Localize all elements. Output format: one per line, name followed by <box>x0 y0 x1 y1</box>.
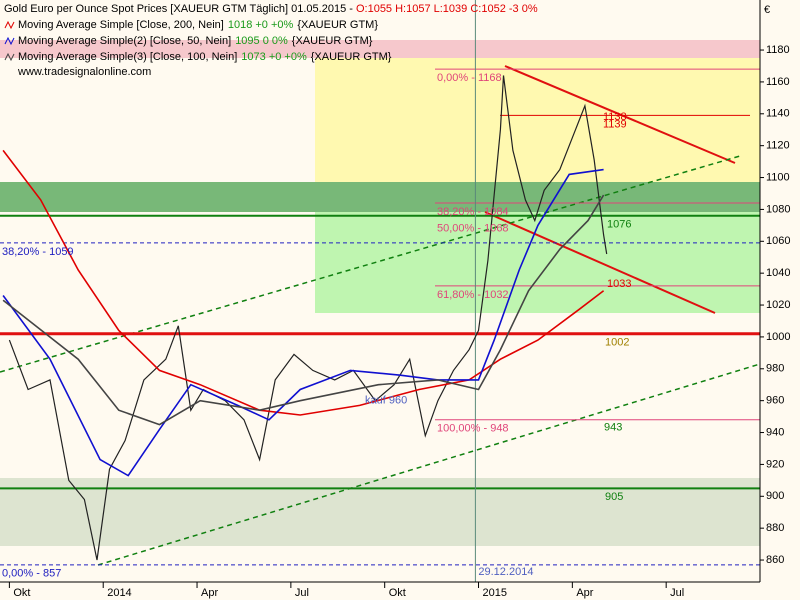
legend-entry: Moving Average Simple [Close, 200, Nein]… <box>18 19 378 31</box>
legend-entry: Moving Average Simple(3) [Close, 100, Ne… <box>18 51 392 63</box>
x-tick-label: Okt <box>13 587 30 599</box>
y-tick-label: 1000 <box>766 331 790 343</box>
x-tick-label: 2015 <box>483 587 507 599</box>
legend-suffix: {XAUEUR GTM} <box>297 19 378 31</box>
x-tick-label: Okt <box>389 587 406 599</box>
legend-stats: 1073 +0 +0% <box>241 51 307 63</box>
legend: Moving Average Simple [Close, 200, Nein]… <box>4 19 392 63</box>
legend-name: Moving Average Simple [Close, 200, Nein] <box>18 19 224 31</box>
legend-stats: 1018 +0 +0% <box>228 19 294 31</box>
x-tick-label: Jul <box>295 587 309 599</box>
green-zone <box>315 212 760 313</box>
x-tick-label: Apr <box>201 587 218 599</box>
legend-name: Moving Average Simple(2) [Close, 50, Nei… <box>18 35 231 47</box>
level-label: 1033 <box>607 278 631 290</box>
legend-icon <box>4 20 15 30</box>
level-label: 1138 <box>603 111 627 123</box>
x-tick-label: 2014 <box>107 587 131 599</box>
y-tick-label: 1080 <box>766 203 790 215</box>
yellow-zone <box>315 58 760 182</box>
y-tick-label: 1140 <box>766 108 790 120</box>
moving-average-line <box>2 149 605 416</box>
y-tick-label: 1020 <box>766 299 790 311</box>
level-label: 0,00% - 1168 <box>437 72 502 84</box>
level-label: 50,00% - 1068 <box>437 222 509 234</box>
legend-entry: Moving Average Simple(2) [Close, 50, Nei… <box>18 35 373 47</box>
y-tick-label: 1060 <box>766 235 790 247</box>
trend-line <box>484 211 716 314</box>
date-marker-label: 29.12.2014 <box>478 566 533 578</box>
level-label: 0,00% - 857 <box>2 568 61 580</box>
level-label: 38,20% - 1059 <box>2 246 74 258</box>
currency: € <box>764 4 770 16</box>
legend-suffix: {XAUEUR GTM} <box>311 51 392 63</box>
y-tick-label: 900 <box>766 490 784 502</box>
y-tick-label: 960 <box>766 395 784 407</box>
legend-stats: 1095 0 0% <box>235 35 288 47</box>
plot <box>0 0 760 582</box>
legend-icon <box>4 52 15 62</box>
title: Gold Euro per Ounce Spot Prices [XAUEUR … <box>4 3 353 15</box>
y-tick-label: 920 <box>766 458 784 470</box>
y-tick-label: 1120 <box>766 140 790 152</box>
source: www.tradesignalonline.com <box>17 66 151 78</box>
legend-icon <box>4 36 15 46</box>
price-line <box>8 75 608 561</box>
level-label: kauf 960 <box>365 395 407 407</box>
x-tick-label: Apr <box>576 587 593 599</box>
level-label: 1139 <box>603 118 627 130</box>
title-ohlc: O:1055 H:1057 L:1039 C:1052 -3 0% <box>356 3 538 15</box>
y-tick-label: 940 <box>766 426 784 438</box>
dark-green-band <box>0 182 760 212</box>
y-tick-label: 1180 <box>766 44 790 56</box>
gray-zone <box>0 478 760 546</box>
level-label: 1076 <box>607 219 631 231</box>
level-label: 1002 <box>605 337 629 349</box>
header: Gold Euro per Ounce Spot Prices [XAUEUR … <box>4 3 538 15</box>
level-label: 38,20% - 1084 <box>437 206 509 218</box>
y-tick-label: 1160 <box>766 76 790 88</box>
level-label: 905 <box>605 491 623 503</box>
moving-average-line <box>2 194 605 426</box>
x-tick-label: Jul <box>670 587 684 599</box>
y-tick-label: 980 <box>766 363 784 375</box>
legend-suffix: {XAUEUR GTM} <box>292 35 373 47</box>
y-tick-label: 1100 <box>766 171 790 183</box>
level-label: 100,00% - 948 <box>437 423 509 435</box>
y-tick-label: 1040 <box>766 267 790 279</box>
moving-average-line <box>2 168 604 477</box>
y-tick-label: 860 <box>766 554 784 566</box>
trend-line <box>97 363 761 566</box>
trend-line <box>504 65 736 164</box>
level-label: 943 <box>604 422 622 434</box>
y-tick-label: 880 <box>766 522 784 534</box>
level-label: 61,80% - 1032 <box>437 289 509 301</box>
pink-zone <box>0 40 760 58</box>
legend-name: Moving Average Simple(3) [Close, 100, Ne… <box>18 51 237 63</box>
